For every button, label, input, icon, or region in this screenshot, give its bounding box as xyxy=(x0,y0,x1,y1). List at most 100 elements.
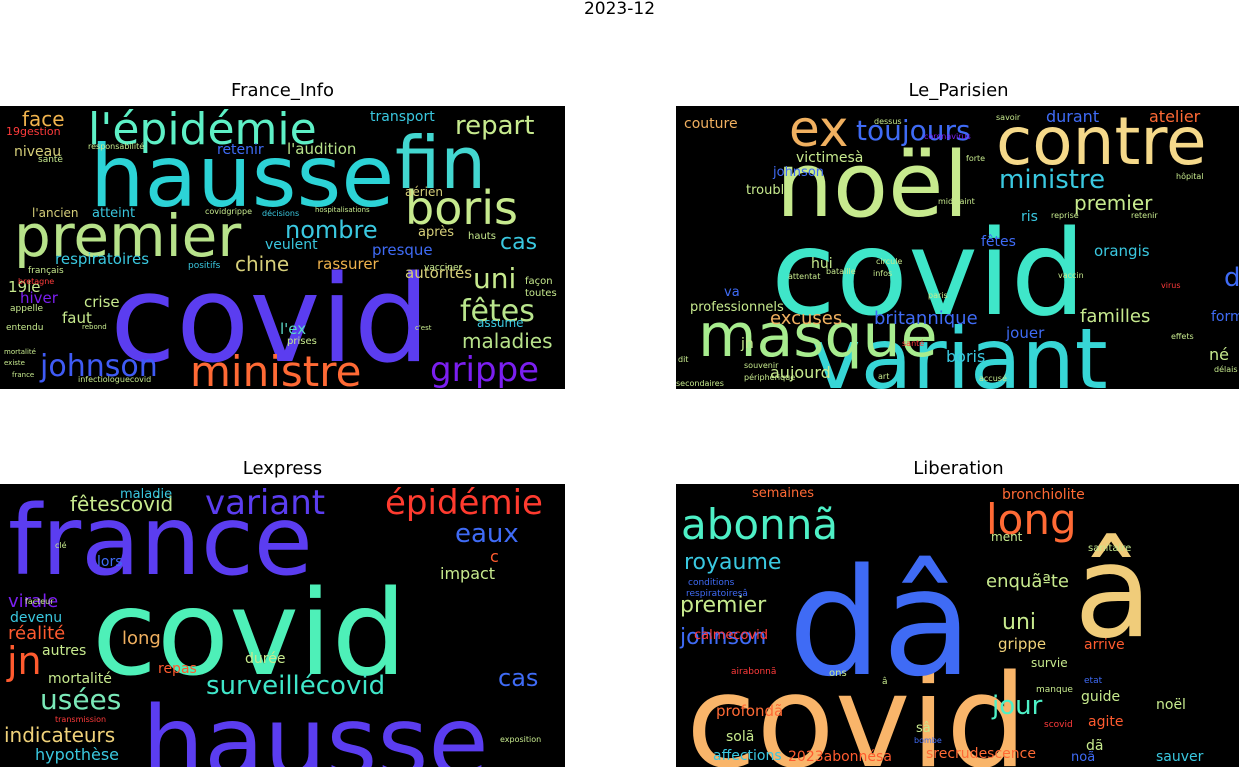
wordcloud-word: solã xyxy=(726,729,754,745)
wordcloud-word: durée xyxy=(245,651,285,667)
wordcloud-word: devenu xyxy=(10,610,62,626)
wordcloud-word: atteint xyxy=(92,206,135,221)
wordcloud-word: â xyxy=(1074,518,1152,667)
wordcloud-word: ment xyxy=(991,530,1023,544)
wordcloud-word: crise xyxy=(84,293,120,311)
wordcloud-word: srecrudescence xyxy=(926,746,1036,762)
wordcloud-word: paris xyxy=(928,291,948,300)
wordcloud-word: impact xyxy=(440,564,495,583)
wordcloud-word: effets xyxy=(1171,332,1194,341)
wordcloud-word: affections xyxy=(713,748,782,764)
wordcloud-word: guide xyxy=(1081,689,1120,705)
wordcloud-word: couture xyxy=(684,116,738,132)
wordcloud-word: nombre xyxy=(285,216,378,244)
wordcloud-panel: covid noël variant contre masque ex toujours mi… xyxy=(676,106,1239,389)
wordcloud-word: respiratoires xyxy=(55,250,149,268)
wordcloud-word: lors xyxy=(97,554,123,570)
wordcloud-word: durant xyxy=(1046,107,1099,126)
wordcloud-word: profondã xyxy=(716,702,783,720)
wordcloud-word: santé xyxy=(38,154,63,165)
wordcloud-word: retenir xyxy=(1131,211,1158,220)
wordcloud-word: premier xyxy=(680,593,767,618)
wordcloud-word: contre xyxy=(996,106,1207,180)
wordcloud-word: johnson xyxy=(679,625,766,650)
wordcloud-word: faut xyxy=(62,309,92,327)
wordcloud-word: calmecovid xyxy=(694,628,768,643)
wordcloud-word: décisions xyxy=(262,208,299,218)
wordcloud-word: abonnã xyxy=(681,500,838,549)
wordcloud-word: 19le xyxy=(8,278,40,296)
wordcloud-word: victimesà xyxy=(796,150,863,166)
wordcloud-word: infos xyxy=(873,269,892,278)
wordcloud-word: 2023abonnésa xyxy=(788,749,892,765)
panel-title: Lexpress xyxy=(242,458,323,479)
wordcloud-word: façon xyxy=(525,276,553,287)
wordcloud-word: attentat xyxy=(788,272,820,281)
wordcloud-word: masque xyxy=(698,301,938,371)
wordcloud-word: dit xyxy=(678,355,688,364)
wordcloud-word: toutes xyxy=(525,288,557,299)
wordcloud-word: premier xyxy=(14,202,241,270)
wordcloud-word: maladie xyxy=(120,487,172,502)
wordcloud-word: rassurer xyxy=(317,255,380,273)
wordcloud-word: usées xyxy=(40,683,121,716)
wordcloud-word: eaux xyxy=(455,519,519,549)
wordcloud-word: exposition xyxy=(500,735,541,744)
panel-title: France_Info xyxy=(231,80,334,101)
wordcloud-word: dâ xyxy=(788,537,973,709)
wordcloud-word: retenir xyxy=(217,142,264,158)
wordcloud-word: bataille xyxy=(826,267,856,276)
wordcloud-word: facteur xyxy=(25,597,54,606)
wordcloud-word: variant xyxy=(205,484,325,523)
wordcloud-word: manque xyxy=(1036,685,1073,695)
wordcloud-word: bombe xyxy=(914,736,942,745)
wordcloud-word: jn xyxy=(6,639,42,683)
wordcloud-word: midisaint xyxy=(938,197,975,206)
wordcloud-word: mortalité xyxy=(48,671,112,687)
wordcloud-word: né xyxy=(1209,345,1229,364)
wordcloud-word: johnson xyxy=(39,349,158,384)
wordcloud-word: veulent xyxy=(265,237,318,253)
wordcloud-word: britannique xyxy=(874,308,978,329)
wordcloud-word: covid xyxy=(110,251,430,389)
wordcloud-word: après xyxy=(418,225,454,240)
wordcloud-word: boris xyxy=(405,181,518,235)
wordcloud-word: cas xyxy=(498,664,538,692)
wordcloud-word: cas xyxy=(500,230,537,255)
wordcloud-word: hiver xyxy=(20,289,59,307)
wordcloud-word: chine xyxy=(235,252,289,276)
wordcloud-word: transport xyxy=(370,109,435,125)
wordcloud-word: excuses xyxy=(770,308,842,329)
wordcloud-word: assume xyxy=(477,316,524,330)
wordcloud-word: long xyxy=(122,628,161,649)
wordcloud-word: ex xyxy=(789,106,848,158)
wordcloud-word: délais xyxy=(1214,364,1238,374)
wordcloud-word: coronavirus xyxy=(924,132,971,141)
wordcloud-word: sanitaire xyxy=(1088,543,1131,554)
wordcloud-word: sâ xyxy=(916,721,931,736)
wordcloud-word: ministre xyxy=(190,347,361,389)
wordcloud-word: uni xyxy=(473,262,516,295)
wordcloud-word: trouble xyxy=(746,183,792,198)
wordcloud-word: fêtescovid xyxy=(70,492,173,516)
wordcloud-word: va xyxy=(724,285,740,300)
wordcloud-word: ministre xyxy=(999,165,1105,195)
wordcloud-word: devant xyxy=(1224,263,1239,293)
wordcloud-word: positifs xyxy=(188,261,221,271)
wordcloud-word: noã xyxy=(1071,750,1095,765)
wordcloud-word: l'épidémie xyxy=(88,106,317,155)
wordcloud-word: accusé xyxy=(979,373,1007,383)
wordcloud-word: virus xyxy=(1161,281,1180,290)
wordcloud-word: autres xyxy=(42,643,86,659)
wordcloud-word: covid xyxy=(686,648,1027,767)
wordcloud-word: mortalité xyxy=(4,348,36,356)
wordcloud-panel: covid hausse premier fin l'épidémie boris mini… xyxy=(0,106,565,389)
wordcloud-word: c xyxy=(490,547,499,566)
wordcloud-word: hausse xyxy=(142,686,489,767)
wordcloud-word: enquãªte xyxy=(986,571,1069,592)
wordcloud-word: vacciner xyxy=(424,263,462,273)
wordcloud-word: hui xyxy=(811,256,833,272)
wordcloud-word: noël xyxy=(1156,697,1186,713)
